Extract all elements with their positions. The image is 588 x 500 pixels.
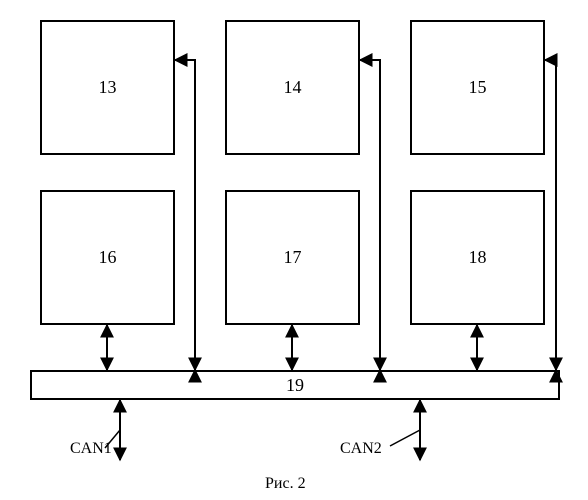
block-18: 18 — [410, 190, 545, 325]
block-17-label: 17 — [284, 247, 302, 268]
block-15: 15 — [410, 20, 545, 155]
block-15-label: 15 — [469, 77, 487, 98]
block-16-label: 16 — [99, 247, 117, 268]
block-14: 14 — [225, 20, 360, 155]
figure-caption: Рис. 2 — [265, 475, 306, 493]
bus-19: 19 — [30, 370, 560, 400]
bus-19-label: 19 — [286, 375, 304, 396]
can2-label: CAN2 — [340, 440, 382, 458]
block-14-label: 14 — [284, 77, 302, 98]
block-18-label: 18 — [469, 247, 487, 268]
block-13: 13 — [40, 20, 175, 155]
block-17: 17 — [225, 190, 360, 325]
block-13-label: 13 — [99, 77, 117, 98]
block-16: 16 — [40, 190, 175, 325]
can1-label: CAN1 — [70, 440, 112, 458]
